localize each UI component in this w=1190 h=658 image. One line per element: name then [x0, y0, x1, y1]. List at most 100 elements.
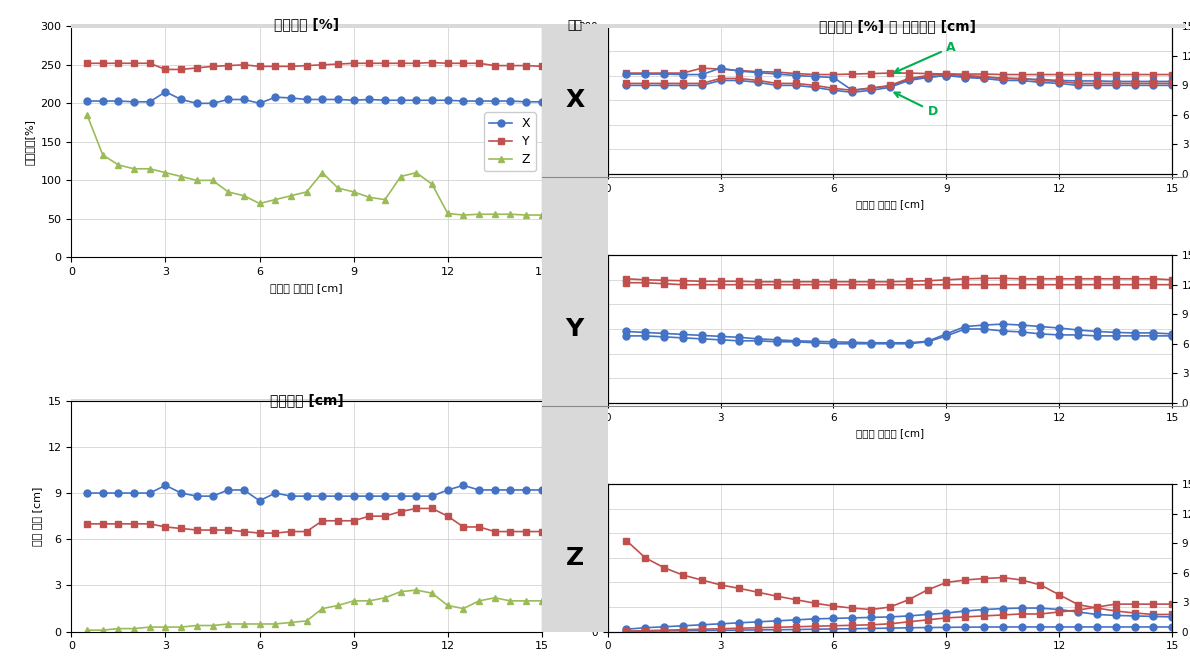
- Z: [300, 188, 314, 196]
- Y: [346, 59, 361, 67]
- X: [440, 96, 455, 104]
- Y: [300, 62, 314, 70]
- Y: [252, 63, 267, 70]
- X: [331, 95, 345, 103]
- Z: [80, 111, 94, 119]
- Z: [346, 188, 361, 196]
- X: [95, 97, 109, 105]
- Z: [268, 195, 282, 203]
- Line: X: X: [83, 88, 545, 107]
- Y: [143, 59, 157, 67]
- Z: [189, 176, 203, 184]
- Z: [519, 211, 533, 219]
- X: [158, 88, 173, 95]
- Y: [112, 59, 126, 67]
- Y: [456, 59, 470, 67]
- Y-axis label: 가속도비[%]: 가속도비[%]: [25, 119, 35, 165]
- X: [534, 98, 549, 106]
- X: [315, 95, 330, 103]
- Z: [456, 211, 470, 219]
- X-axis label: 스프링 원처징 [cm]: 스프링 원처징 [cm]: [856, 428, 923, 438]
- Z: [378, 195, 393, 203]
- X: [488, 97, 502, 105]
- Y: [409, 59, 424, 67]
- Z: [440, 209, 455, 217]
- Y-axis label: 가속도비[%]: 가속도비[%]: [563, 536, 572, 580]
- Text: 가속도비 [%]: 가속도비 [%]: [274, 18, 339, 32]
- Y: [80, 59, 94, 67]
- Z: [503, 211, 518, 218]
- Y: [425, 59, 439, 66]
- Legend: X, Y, Z: X, Y, Z: [484, 113, 536, 171]
- Text: Y: Y: [565, 317, 584, 341]
- X: [221, 95, 236, 103]
- Y: [206, 63, 220, 70]
- X: [237, 95, 251, 103]
- X: [346, 96, 361, 104]
- X: [409, 96, 424, 104]
- X: [174, 95, 188, 103]
- Y: [283, 63, 298, 70]
- Text: 응답변위 [cm]: 응답변위 [cm]: [270, 393, 344, 407]
- X: [189, 99, 203, 107]
- X: [378, 96, 393, 104]
- Y: [503, 62, 518, 70]
- Z: [206, 176, 220, 184]
- X-axis label: 스프링 원처징 [cm]: 스프링 원처징 [cm]: [270, 283, 343, 293]
- Y: [158, 66, 173, 74]
- Text: D: D: [895, 93, 938, 118]
- Y: [378, 59, 393, 67]
- Z: [252, 199, 267, 207]
- Y: [315, 61, 330, 69]
- X: [300, 95, 314, 103]
- Z: [409, 168, 424, 176]
- X: [425, 96, 439, 104]
- Line: Z: Z: [83, 111, 545, 218]
- X-axis label: 스프링 원처징 [cm]: 스프링 원처징 [cm]: [856, 199, 923, 209]
- X: [503, 97, 518, 105]
- Z: [283, 192, 298, 200]
- Y: [268, 63, 282, 70]
- Z: [331, 184, 345, 192]
- X: [143, 98, 157, 106]
- Z: [472, 211, 487, 218]
- X: [80, 97, 94, 105]
- Z: [95, 151, 109, 159]
- X: [362, 95, 376, 103]
- X: [127, 98, 142, 106]
- Text: 방향: 방향: [568, 20, 582, 32]
- X: [268, 93, 282, 101]
- X: [456, 97, 470, 105]
- Y: [472, 59, 487, 67]
- Y: [237, 61, 251, 69]
- Z: [174, 172, 188, 180]
- Z: [362, 193, 376, 201]
- Y-axis label: 응답 변위 [cm]: 응답 변위 [cm]: [32, 486, 42, 546]
- X-axis label: 스프링 원처징 [cm]: 스프링 원처징 [cm]: [856, 657, 923, 658]
- Y: [394, 59, 408, 67]
- Y: [488, 62, 502, 70]
- Z: [112, 161, 126, 169]
- Z: [158, 168, 173, 176]
- X: [472, 97, 487, 105]
- Z: [425, 180, 439, 188]
- Line: Y: Y: [83, 59, 545, 73]
- X: [519, 98, 533, 106]
- Text: A: A: [895, 41, 956, 73]
- X-axis label: 스프링 원처징 [cm]: 스프링 원처징 [cm]: [270, 657, 343, 658]
- X: [394, 96, 408, 104]
- X: [112, 97, 126, 105]
- Z: [394, 172, 408, 180]
- X: [252, 99, 267, 107]
- X: [283, 94, 298, 102]
- X: [206, 99, 220, 107]
- Text: Z: Z: [565, 546, 584, 570]
- Z: [534, 211, 549, 219]
- Y: [127, 59, 142, 67]
- Y-axis label: 가속도비[%]: 가속도비[%]: [563, 78, 572, 122]
- Y: [174, 66, 188, 74]
- Y: [189, 64, 203, 72]
- Z: [488, 211, 502, 218]
- Z: [221, 188, 236, 196]
- Y: [221, 62, 236, 70]
